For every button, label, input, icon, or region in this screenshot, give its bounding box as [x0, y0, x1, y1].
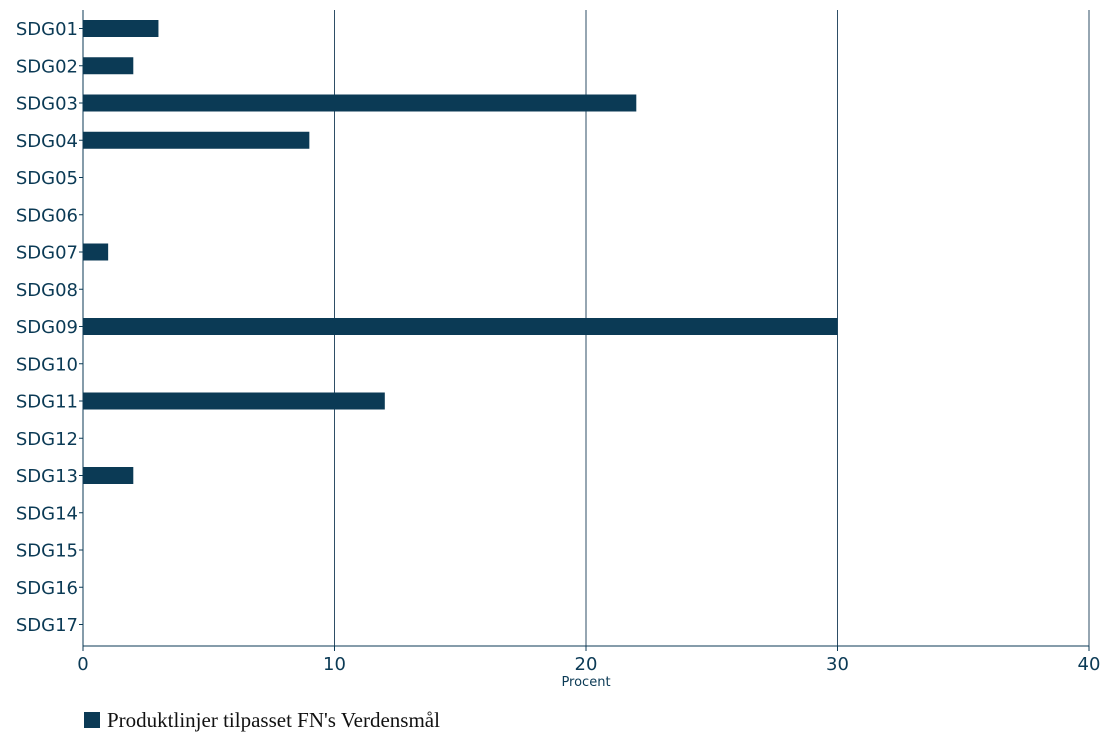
- bars: [83, 20, 838, 484]
- bar-sdg01: [83, 20, 159, 37]
- y-tick-label: SDG05: [16, 168, 78, 189]
- y-tick-label: SDG15: [16, 541, 78, 562]
- x-tick-label: 10: [323, 654, 346, 675]
- y-tick-label: SDG08: [16, 280, 78, 301]
- y-tick-label: SDG17: [16, 615, 78, 636]
- y-tick-label: SDG06: [16, 205, 78, 226]
- y-tick-label: SDG02: [16, 56, 78, 77]
- y-tick-label: SDG07: [16, 243, 78, 264]
- bar-sdg02: [83, 57, 134, 75]
- y-tick-label: SDG10: [16, 354, 78, 375]
- bar-sdg13: [83, 467, 134, 484]
- y-tick-label: SDG12: [16, 429, 78, 450]
- y-tick-label: SDG03: [16, 94, 78, 115]
- x-tick-label: 0: [77, 654, 88, 675]
- y-tick-labels: SDG01 SDG02 SDG03 SDG04 SDG05 SDG06 SDG07 SDG08…: [16, 19, 78, 636]
- legend-label: Produktlinjer tilpasset FN's Verdensmål: [107, 707, 440, 732]
- x-tick-label: 20: [575, 654, 598, 675]
- legend-swatch: [84, 712, 100, 728]
- y-tick-label: SDG01: [16, 19, 78, 40]
- bar-sdg09: [83, 318, 838, 335]
- bar-sdg04: [83, 131, 310, 149]
- bar-sdg07: [83, 243, 109, 261]
- x-axis-title: Procent: [561, 675, 610, 690]
- x-tick-label: 30: [826, 654, 849, 675]
- x-tick-label: 40: [1078, 654, 1101, 675]
- y-tick-label: SDG11: [16, 392, 78, 413]
- bar-sdg03: [83, 94, 637, 112]
- bar-chart: SDG01 SDG02 SDG03 SDG04 SDG05 SDG06 SDG07 SDG08…: [16, 10, 1100, 690]
- y-tick-label: SDG16: [16, 578, 78, 599]
- y-tick-label: SDG13: [16, 466, 78, 487]
- bar-sdg11: [83, 392, 385, 410]
- y-tick-label: SDG14: [16, 503, 78, 524]
- y-tick-label: SDG09: [16, 317, 78, 338]
- x-tick-labels: 0 10 20 30 40: [77, 654, 1100, 675]
- legend: Produktlinjer tilpasset FN's Verdensmål: [84, 706, 440, 734]
- y-tick-label: SDG04: [16, 131, 78, 152]
- axes: [79, 10, 1090, 651]
